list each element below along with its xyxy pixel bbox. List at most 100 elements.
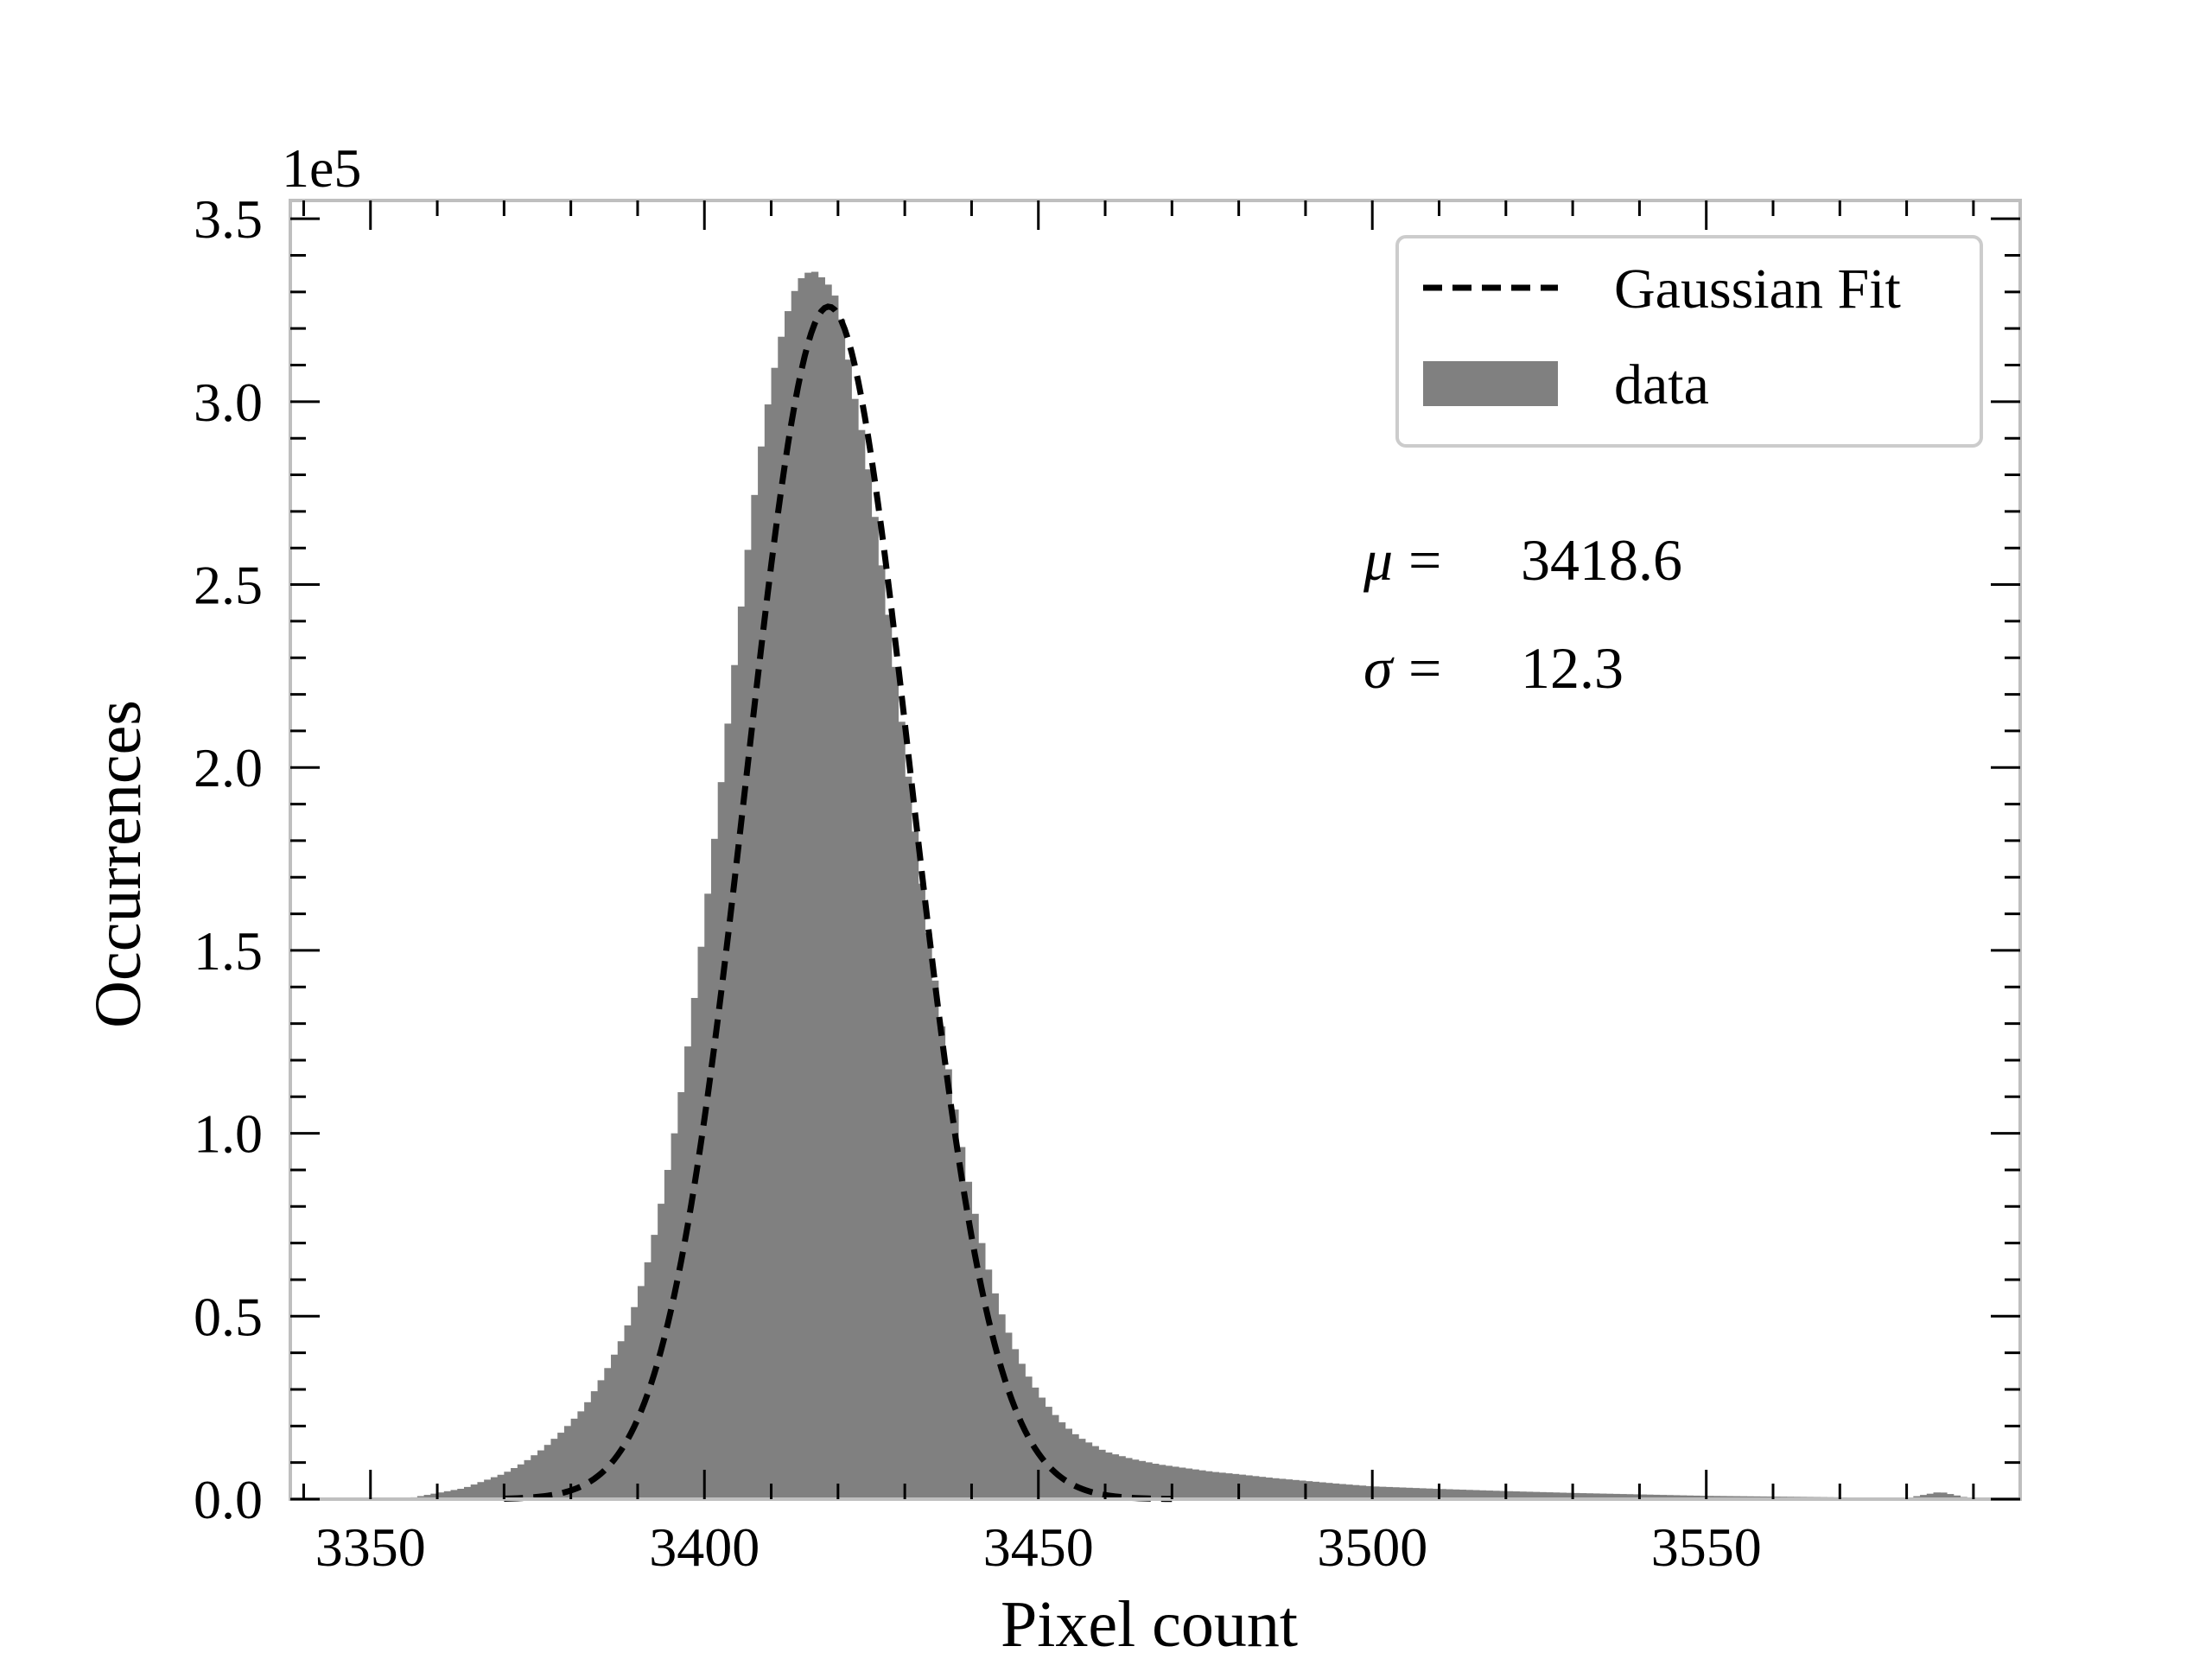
histogram-bar — [1372, 1486, 1380, 1499]
histogram-bar — [531, 1455, 538, 1499]
legend-fit-label: Gaussian Fit — [1614, 257, 1901, 321]
histogram-bar — [497, 1474, 505, 1499]
histogram-bar — [690, 997, 699, 1499]
histogram-bar — [1111, 1454, 1120, 1499]
histogram-bar — [837, 319, 846, 1499]
histogram-bar — [1045, 1407, 1052, 1499]
histogram-bar — [1131, 1459, 1140, 1499]
histogram-bar — [463, 1486, 472, 1499]
histogram-bar — [563, 1426, 572, 1499]
histogram-bar — [1472, 1490, 1480, 1499]
histogram-bar — [684, 1046, 692, 1499]
histogram-bar — [1652, 1494, 1661, 1499]
histogram-bar — [1165, 1465, 1173, 1499]
histogram-bar — [798, 277, 805, 1500]
histogram-bar — [1198, 1470, 1206, 1499]
histogram-bar — [1098, 1449, 1106, 1499]
histogram-bar — [577, 1411, 585, 1499]
y-tick-label: 3.5 — [194, 188, 263, 250]
histogram-bar — [737, 606, 746, 1499]
histogram-bar — [1152, 1463, 1160, 1499]
y-tick-label: 0.0 — [194, 1469, 263, 1530]
histogram-bar — [490, 1477, 499, 1499]
histogram-bar — [898, 721, 906, 1499]
histogram-bar — [677, 1091, 685, 1499]
histogram-bar — [911, 831, 919, 1499]
histogram-bars — [404, 271, 1974, 1500]
histogram-bar — [971, 1213, 979, 1499]
histogram-bar — [697, 946, 705, 1499]
histogram-bar — [1526, 1491, 1534, 1499]
y-tick-label: 2.5 — [194, 555, 263, 616]
histogram-bar — [1605, 1493, 1614, 1499]
histogram-bar — [1272, 1478, 1280, 1499]
histogram-bar — [1399, 1487, 1407, 1499]
histogram-bar — [1446, 1489, 1453, 1499]
histogram-bar — [1566, 1492, 1573, 1499]
histogram-bar — [644, 1262, 652, 1499]
histogram-bar — [584, 1402, 592, 1499]
histogram-bar — [978, 1243, 986, 1499]
histogram-bar — [617, 1341, 626, 1499]
histogram-bar — [470, 1484, 479, 1499]
histogram-bar — [964, 1181, 973, 1499]
legend-data-swatch — [1423, 361, 1558, 406]
histogram-bar — [1025, 1376, 1033, 1499]
y-tick-label: 3.0 — [194, 372, 263, 433]
histogram-bar — [1218, 1472, 1226, 1499]
y-axis-label: Occurrences — [82, 700, 155, 1028]
histogram-bar — [1319, 1482, 1326, 1499]
histogram-bar — [1211, 1471, 1220, 1499]
histogram-bar — [1279, 1478, 1287, 1499]
histogram-bar — [1084, 1442, 1093, 1499]
histogram-bar — [1432, 1488, 1440, 1499]
histogram-bar — [991, 1293, 999, 1499]
histogram-bar — [1205, 1471, 1213, 1499]
histogram-bar — [1091, 1446, 1099, 1499]
histogram-bar — [1499, 1491, 1507, 1499]
histogram-bar — [457, 1489, 465, 1499]
histogram-bar — [1632, 1494, 1641, 1499]
histogram-bar — [1465, 1490, 1473, 1499]
histogram-bar — [1505, 1491, 1514, 1499]
histogram-bar — [484, 1479, 492, 1499]
histogram-bar — [1231, 1473, 1240, 1499]
histogram-bar — [804, 272, 812, 1499]
histogram-bar — [443, 1491, 452, 1499]
fit-parameters: μ = 3418.6 σ = 12.3 — [1363, 527, 1682, 701]
histogram-bar — [1405, 1487, 1414, 1499]
histogram-bar — [1592, 1493, 1600, 1499]
histogram-bar — [984, 1269, 993, 1499]
histogram-bar — [1953, 1495, 1961, 1499]
histogram-bar — [423, 1495, 431, 1499]
histogram-bar — [1933, 1492, 1941, 1499]
histogram-bar — [791, 290, 799, 1499]
histogram-bar — [1385, 1486, 1394, 1499]
mu-symbol: μ — [1363, 527, 1393, 593]
histogram-bar — [710, 838, 719, 1499]
histogram-bar — [1686, 1495, 1694, 1499]
histogram-bar — [938, 1026, 946, 1499]
histogram-bar — [1345, 1484, 1353, 1499]
plot-frame — [289, 199, 2022, 1501]
histogram-bar — [1539, 1491, 1547, 1499]
histogram-bar — [1052, 1414, 1059, 1499]
y-tick-label: 1.5 — [194, 920, 263, 982]
histogram-bar — [778, 336, 785, 1499]
histogram-bar — [631, 1306, 639, 1499]
histogram-bar — [543, 1445, 552, 1499]
y-tick-label: 0.5 — [194, 1286, 263, 1347]
x-tick-label: 3350 — [315, 1516, 426, 1578]
histogram-bar — [664, 1169, 672, 1499]
histogram-bar — [450, 1490, 458, 1499]
histogram-bar — [1946, 1494, 1955, 1499]
histogram-bar — [1185, 1468, 1193, 1499]
histogram-bar — [844, 359, 852, 1499]
histogram-bar — [1552, 1492, 1560, 1499]
histogram-bar — [905, 776, 912, 1499]
y-tick-label: 2.0 — [194, 737, 263, 798]
histogram-bar — [524, 1459, 531, 1499]
histogram-bar — [557, 1433, 565, 1499]
histogram-bar — [1238, 1474, 1246, 1499]
